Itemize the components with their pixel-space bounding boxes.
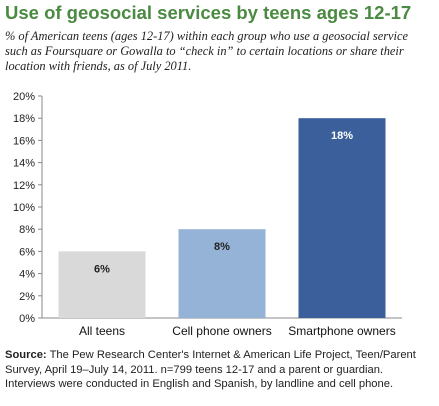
bar bbox=[58, 251, 146, 318]
bar bbox=[298, 118, 386, 318]
chart-subtitle: % of American teens (ages 12-17) within … bbox=[5, 29, 408, 73]
category-label: Cell phone owners bbox=[172, 324, 271, 338]
source-text: The Pew Research Center's Internet & Ame… bbox=[5, 349, 416, 391]
y-tick-label: 0% bbox=[19, 313, 35, 325]
data-label: 6% bbox=[94, 263, 110, 275]
y-tick-label: 14% bbox=[13, 158, 35, 170]
category-label: Smartphone owners bbox=[288, 324, 395, 338]
y-tick-label: 4% bbox=[19, 269, 35, 281]
y-tick-label: 20% bbox=[13, 91, 35, 103]
y-tick-label: 18% bbox=[13, 113, 35, 125]
chart-title: Use of geosocial services by teens ages … bbox=[5, 2, 412, 23]
chart-axes: 0% 2% 4% 6% 8% 10% 12% 14% 16% 18% 20% bbox=[13, 91, 402, 325]
y-tick-label: 16% bbox=[13, 135, 35, 147]
y-tick-label: 12% bbox=[13, 180, 35, 192]
data-label: 8% bbox=[214, 241, 230, 253]
source-note: Source: The Pew Research Center's Intern… bbox=[5, 348, 435, 392]
bar bbox=[178, 229, 266, 318]
chart-labels: 6% All teens 8% Cell phone owners 18% Smartph… bbox=[79, 130, 396, 338]
chart-bars bbox=[58, 118, 386, 318]
y-tick-label: 6% bbox=[19, 246, 35, 258]
y-tick-label: 2% bbox=[19, 291, 35, 303]
category-label: All teens bbox=[79, 324, 125, 338]
y-tick-label: 8% bbox=[19, 224, 35, 236]
data-label: 18% bbox=[331, 130, 353, 142]
source-label: Source: bbox=[5, 349, 47, 361]
y-tick-label: 10% bbox=[13, 202, 35, 214]
